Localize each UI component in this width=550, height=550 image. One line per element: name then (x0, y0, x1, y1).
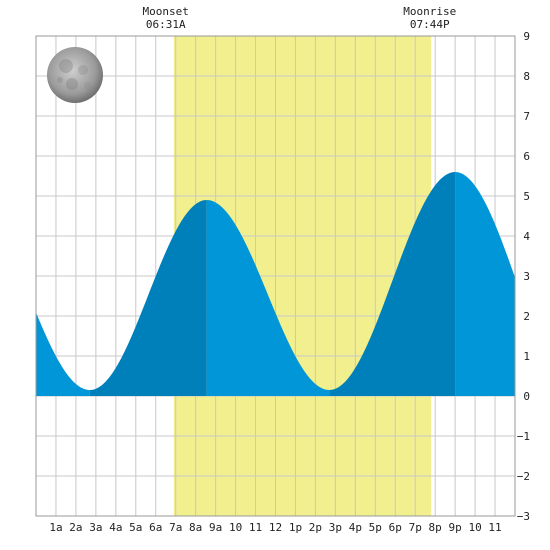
x-tick-label: 9p (449, 521, 462, 534)
y-tick-label: 0 (523, 390, 530, 403)
y-tick-label: 2 (523, 310, 530, 323)
y-tick-label: 6 (523, 150, 530, 163)
x-tick-label: 12 (269, 521, 282, 534)
x-tick-label: 4a (109, 521, 122, 534)
tide-rising-area (89, 200, 207, 396)
tide-rising-area (329, 172, 456, 396)
x-tick-label: 1a (49, 521, 62, 534)
y-tick-label: 7 (523, 110, 530, 123)
y-tick-label: 4 (523, 230, 530, 243)
moonset-time: 06:31A (146, 18, 186, 31)
moonrise-title: Moonrise (403, 5, 456, 18)
tide-falling-area (36, 312, 90, 396)
tide-falling-area (206, 200, 330, 396)
y-tick-label: 1 (523, 350, 530, 363)
moonrise-time: 07:44P (410, 18, 450, 31)
x-tick-label: 6a (149, 521, 162, 534)
x-tick-label: 5a (129, 521, 142, 534)
x-tick-label: 7a (169, 521, 182, 534)
x-tick-label: 8a (189, 521, 202, 534)
x-tick-label: 2p (309, 521, 322, 534)
x-tick-label: 10 (229, 521, 242, 534)
y-tick-label: −1 (517, 430, 530, 443)
y-tick-label: −3 (517, 510, 530, 523)
y-tick-label: 5 (523, 190, 530, 203)
moonset-title: Moonset (143, 5, 189, 18)
y-tick-label: −2 (517, 470, 530, 483)
x-tick-label: 9a (209, 521, 222, 534)
x-tick-label: 10 (468, 521, 481, 534)
tide-falling-area (455, 172, 515, 396)
x-tick-label: 6p (389, 521, 402, 534)
plot-border (35, 35, 516, 517)
x-tick-label: 5p (369, 521, 382, 534)
x-tick-label: 8p (429, 521, 442, 534)
x-tick-label: 3p (329, 521, 342, 534)
x-tick-label: 1p (289, 521, 302, 534)
tide-areas (36, 172, 515, 396)
x-tick-label: 7p (409, 521, 422, 534)
full-moon-icon (47, 47, 103, 103)
x-tick-label: 4p (349, 521, 362, 534)
y-tick-label: 3 (523, 270, 530, 283)
y-tick-label: 8 (523, 70, 530, 83)
y-tick-labels: −3 −2 −1 0 1 2 3 4 5 6 7 8 9 (517, 30, 531, 523)
x-tick-label: 11 (488, 521, 501, 534)
x-tick-label: 3a (89, 521, 102, 534)
x-tick-labels: 1a 2a 3a 4a 5a 6a 7a 8a 9a 10 11 12 1p 2p 3p 4p 5p 6p 7p 8p… (49, 521, 501, 534)
x-tick-label: 11 (249, 521, 262, 534)
x-tick-label: 2a (69, 521, 82, 534)
y-tick-label: 9 (523, 30, 530, 43)
